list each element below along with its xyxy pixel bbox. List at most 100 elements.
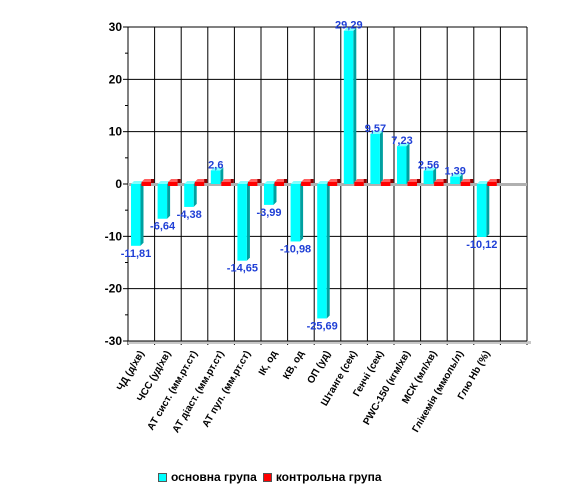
bar-control-side [310,179,314,183]
bar-main-top [450,173,463,177]
data-label: 1,39 [444,166,465,178]
x-category-label: КВ, од [281,348,306,381]
data-label: -3,99 [256,207,281,219]
bar-main-top [131,181,144,184]
y-tick-label: 30 [109,20,123,34]
x-category-label: ОП (уд) [306,349,334,386]
bar-main-side [220,167,224,184]
legend-swatch-control [262,472,272,482]
bar-control [434,182,444,186]
bar-control-top [460,179,474,182]
bar-main-top [237,181,250,184]
bar-control-side [337,179,341,183]
data-label: -10,12 [466,239,497,251]
bar-main-top [343,27,357,31]
bar-main [131,184,141,246]
bar-main [237,184,247,261]
bar-control-side [496,179,500,183]
bar-control-top [141,179,154,182]
data-label: -25,69 [307,320,338,332]
bar-control-side [443,179,447,183]
bar-control-side [151,179,154,183]
bar-main-side [246,181,250,261]
bar-main-side [406,143,410,184]
data-label: -4,38 [177,209,202,221]
bar-control-top [274,179,287,182]
legend-label-control: контрольна група [275,470,382,484]
bar-main-side [273,181,277,205]
x-category-label: АТ сист. (мм.рт.ст) [146,349,200,432]
y-tick-label: -20 [105,282,123,296]
x-category-label: АТ пул. (мм.рт.ст) [201,349,254,429]
bar-control [380,182,391,186]
bar-control-top [301,179,314,182]
bar-main [184,184,194,207]
data-label: -14,65 [227,263,258,275]
y-tick-label: -30 [105,334,123,348]
data-label: -11,81 [121,248,152,260]
bar-main [343,30,354,184]
bar-main [370,133,380,184]
bar-main [397,146,407,184]
bar-control-side [284,179,287,183]
bar-control [247,182,258,186]
data-label: -10,98 [280,243,311,255]
bar-control-top [194,179,208,182]
bar-main-side [433,167,437,184]
chart-floor [128,341,531,344]
data-label: -6,64 [150,221,176,233]
bar-main-side [300,181,304,242]
bar-control [460,182,471,186]
bar-main-top [476,181,490,184]
data-label: 7,23 [391,135,412,147]
bar-control-side [363,179,367,183]
bar-control [221,182,231,186]
bar-main-side [193,181,197,207]
y-tick-label: 10 [109,125,123,139]
bar-main-side [486,181,490,237]
bar-control [141,182,151,186]
bar-control [407,182,417,186]
bar-main-top [157,181,171,184]
legend-label-main: основна група [171,470,257,484]
data-label: 2,56 [418,160,439,172]
bar-main [290,184,301,242]
bar-control [168,182,178,186]
legend-item-control: контрольна група [262,470,382,484]
bar-main [423,170,434,184]
legend: основна група контрольна група [158,470,388,484]
bar-main-top [423,167,437,171]
bar-control [274,182,284,186]
bar-main [476,184,487,237]
bar-main [450,176,460,184]
bar-control [301,182,311,186]
bar-main-side [326,181,330,319]
bar-control [487,182,497,186]
bar-main-top [290,181,304,184]
bar-main-top [317,181,330,184]
bar-control-side [177,179,181,183]
bar-main-top [184,181,197,184]
bar-control [194,182,205,186]
bar-control [327,182,338,186]
bar-control-top [247,179,261,182]
y-tick-label: 0 [115,177,122,191]
bar-control [354,182,364,186]
bar-control-top [434,179,447,182]
bar-main-top [370,130,383,134]
bar-main [264,184,274,205]
bar-control-top [168,179,181,182]
bar-control-side [230,179,234,183]
bar-main-side [379,130,383,184]
bar-control-side [470,179,474,183]
bar-control-top [327,179,341,182]
bar-main-top [264,181,277,184]
bar-main-top [210,167,224,171]
bar-control-top [221,179,234,182]
legend-swatch-main [158,472,167,482]
bar-control-side [417,179,420,183]
bar-control-top [354,179,367,182]
x-category-label: ІК, од [257,348,280,377]
bar-control-top [380,179,394,182]
